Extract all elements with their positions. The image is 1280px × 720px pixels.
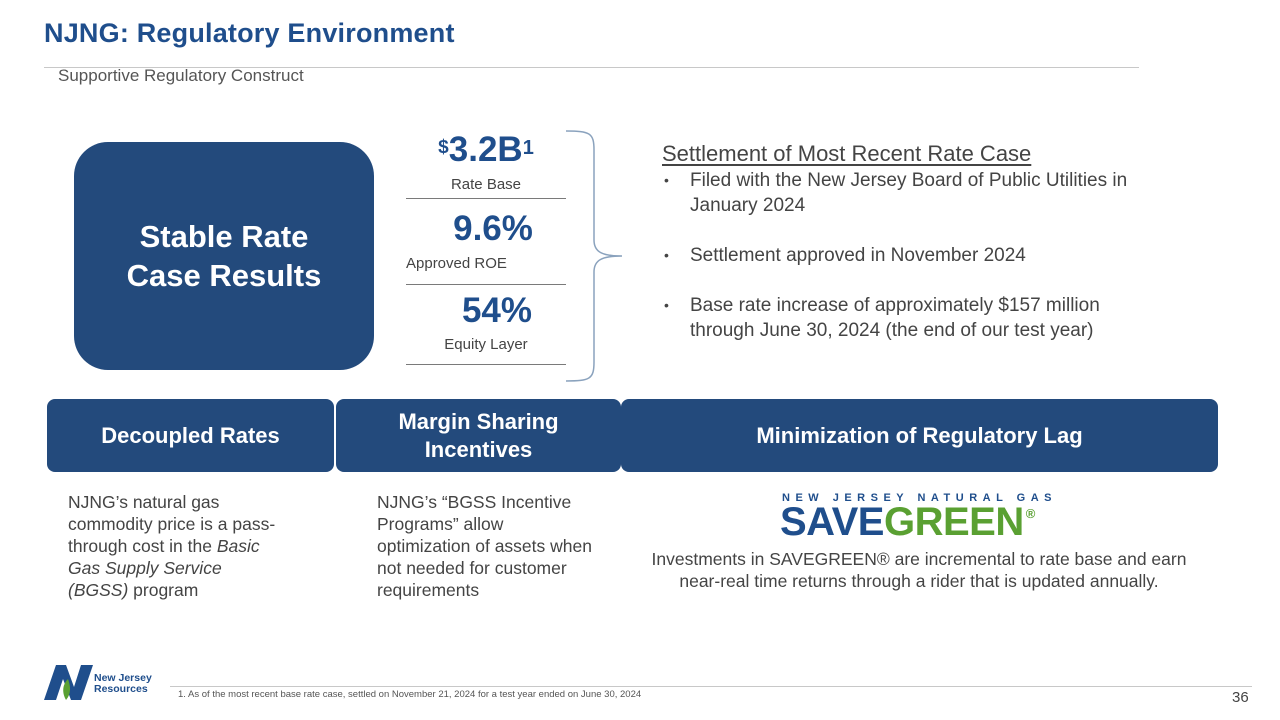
njr-logo-icon — [44, 665, 93, 700]
margin-band-line1: Margin Sharing — [398, 408, 559, 434]
decoupled-description: NJNG’s natural gas commodity price is a … — [68, 492, 276, 600]
stat-rate-base: $3.2B1 Rate Base — [406, 130, 566, 193]
equity-label: Equity Layer — [444, 336, 528, 353]
currency-symbol: $ — [438, 137, 449, 158]
margin-description: NJNG’s “BGSS Incentive Programs” allow o… — [377, 492, 592, 600]
savegreen-description: Investments in SAVEGREEN® are incrementa… — [651, 549, 1187, 591]
settlement-bullet-list: Filed with the New Jersey Board of Publi… — [662, 168, 1142, 368]
margin-band-line2: Incentives — [424, 436, 533, 462]
roe-value: 9.6% — [453, 209, 533, 248]
footnote-ref: 1 — [522, 137, 534, 159]
stable-rate-box: Stable Rate Case Results — [74, 142, 374, 370]
page-subtitle: Supportive Regulatory Construct — [58, 66, 304, 85]
page-title: NJNG: Regulatory Environment — [44, 18, 455, 48]
regulatory-lag-band: Minimization of Regulatory Lag — [621, 399, 1218, 472]
stat-equity: 54% Equity Layer — [406, 291, 566, 353]
stable-box-line2: Case Results — [126, 258, 322, 293]
settlement-bullet-2: Settlement approved in November 2024 — [662, 243, 1142, 268]
stat-divider — [406, 364, 566, 365]
stable-box-line1: Stable Rate — [139, 219, 309, 254]
decoupled-rates-band: Decoupled Rates — [47, 399, 334, 472]
rate-base-value: $3.2B1 — [438, 130, 534, 169]
bgss-italic: Basic Gas Supply Service (BGSS) — [68, 536, 260, 600]
stat-divider — [406, 284, 566, 285]
title-divider — [44, 67, 1139, 68]
page-number: 36 — [1232, 689, 1249, 706]
right-brace-icon — [565, 130, 623, 382]
savegreen-logo: SAVEGREEN ® — [780, 500, 1035, 544]
equity-value: 54% — [461, 291, 533, 330]
footnote: 1. As of the most recent base rate case,… — [178, 689, 642, 700]
rate-base-label: Rate Base — [450, 176, 522, 193]
settlement-bullet-1: Filed with the New Jersey Board of Publi… — [662, 168, 1142, 218]
savegreen-logo-tagline: NEW JERSEY NATURAL GAS — [782, 492, 1058, 504]
margin-sharing-band: Margin Sharing Incentives — [336, 399, 621, 472]
settlement-title: Settlement of Most Recent Rate Case — [662, 141, 1032, 166]
stat-divider — [406, 198, 566, 199]
settlement-bullet-3: Base rate increase of approximately $157… — [662, 293, 1142, 343]
roe-label: Approved ROE — [406, 255, 507, 272]
footer-divider — [170, 686, 1252, 687]
stat-roe: 9.6% Approved ROE — [406, 209, 556, 272]
njr-logo-text: New Jersey Resources — [94, 672, 152, 695]
